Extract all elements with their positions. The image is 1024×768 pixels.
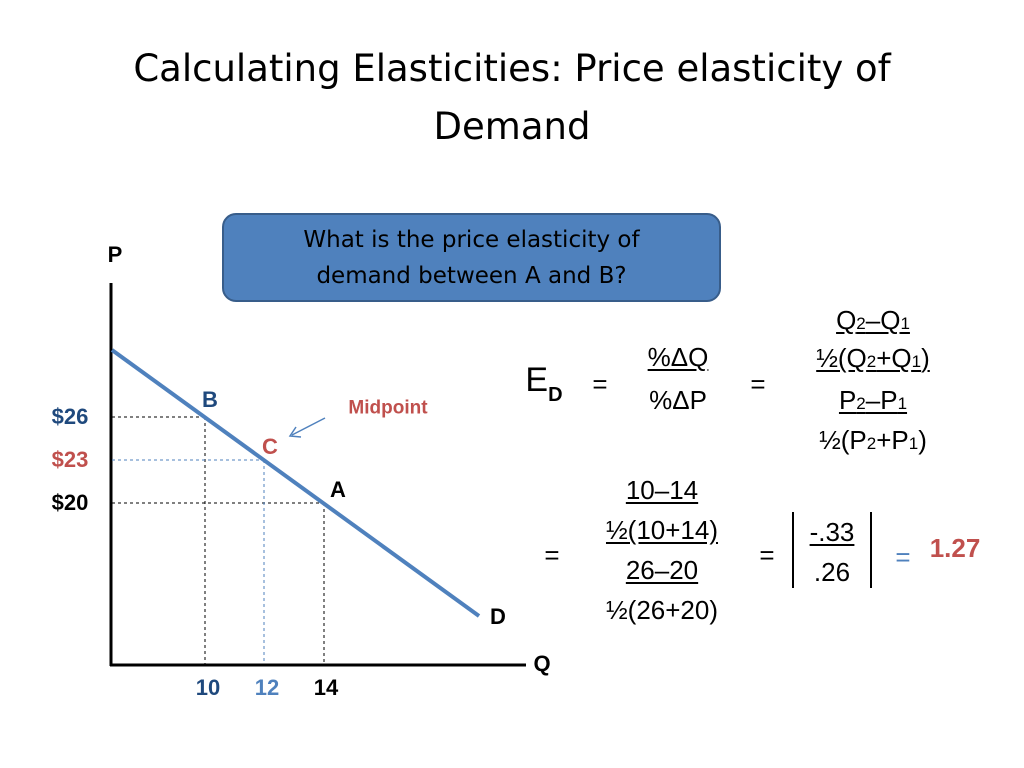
formula-row: P2–P1 [839, 387, 907, 413]
subscript: 2 [856, 394, 866, 413]
formula-text: ½(Q [816, 343, 867, 373]
equals: = [592, 369, 608, 399]
guide-lines [112, 416, 325, 664]
subscript: 2 [866, 352, 877, 371]
formula-lhs: ED [525, 361, 562, 405]
point-label: B [202, 387, 218, 412]
formula-subscript: D [548, 384, 563, 406]
absolute-value-bars [792, 512, 872, 588]
subscript: 1 [897, 394, 908, 413]
abs-denominator: .26 [813, 557, 851, 587]
subscript: 1 [911, 352, 922, 371]
fraction-numerator: %ΔQ [647, 342, 709, 372]
formula-symbol: E [525, 361, 549, 399]
subscript: 2 [866, 434, 877, 453]
subscript: 2 [856, 314, 866, 333]
equals: = [759, 540, 775, 570]
arrow-head [288, 426, 302, 438]
slide-title: Calculating Elasticities: Price elastici… [133, 47, 891, 148]
demand-curve [110, 348, 481, 618]
quantity-label: 10 [195, 675, 221, 700]
formula-row: Q2–Q1 [836, 307, 910, 333]
price-label: $20 [51, 490, 89, 515]
result: 1.27 [929, 533, 981, 563]
point-label: C [262, 434, 278, 459]
formula-text: ) [918, 425, 927, 455]
computation-row: ½(26+20) [605, 595, 719, 625]
formula-text: ) [921, 343, 930, 373]
abs-numerator: -.33 [809, 517, 855, 547]
price-label: $26 [51, 404, 89, 429]
formula-text: ½(P [819, 425, 867, 455]
computation-row: 10–14 [625, 475, 699, 505]
formula-text: P [838, 385, 857, 415]
midpoint-guides [112, 459, 265, 664]
equals: = [544, 540, 560, 570]
point-label: A [330, 477, 346, 502]
question-box: What is the price elasticity of demand b… [222, 213, 721, 302]
subscript: 1 [908, 434, 919, 453]
formula-row: ½(P2+P1) [819, 427, 927, 453]
price-label: $23 [51, 447, 89, 472]
formula-text: Q [836, 305, 857, 335]
curve-label: D [490, 604, 506, 629]
formula-row: ½(Q2+Q1) [816, 345, 930, 371]
formula-text: –Q [865, 305, 901, 335]
x-axis-label: Q [533, 651, 551, 676]
fraction-denominator: %ΔP [649, 385, 707, 415]
formula-text: +P [876, 425, 909, 455]
formula-text: –P [865, 385, 898, 415]
y-axis-label: P [107, 242, 123, 267]
formula-text: +Q [876, 343, 912, 373]
computation-row: 26–20 [625, 555, 699, 585]
quantity-label: 12 [254, 675, 280, 700]
annotation: Midpoint [348, 397, 428, 419]
equals: = [895, 542, 911, 572]
equals: = [750, 369, 766, 399]
quantity-label: 14 [313, 675, 339, 700]
annotation-arrow [291, 417, 326, 436]
question-text: What is the price elasticity of demand b… [303, 226, 640, 289]
computation-row: ½(10+14) [605, 515, 719, 545]
subscript: 1 [900, 314, 910, 333]
